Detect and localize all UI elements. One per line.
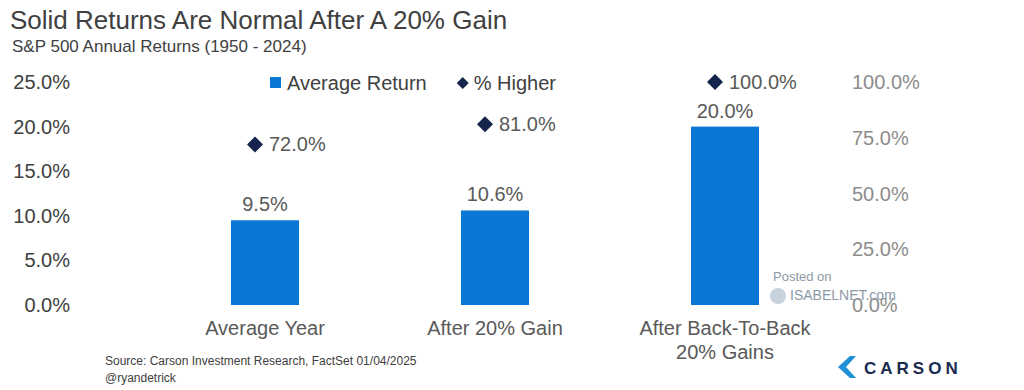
data-label: 100.0%	[729, 71, 797, 93]
y-tick-label: 25.0%	[13, 71, 70, 93]
watermark-icon	[770, 288, 786, 304]
y2-tick-label: 75.0%	[852, 127, 909, 149]
logo-text: CARSON	[864, 359, 962, 378]
y-tick-label: 10.0%	[13, 205, 70, 227]
bar	[231, 220, 299, 305]
data-label: 20.0%	[697, 100, 754, 122]
y-tick-label: 20.0%	[13, 116, 70, 138]
data-label: 72.0%	[269, 133, 326, 155]
watermark: Posted on ISABELNET.com	[770, 269, 896, 304]
source: Source: Carson Investment Research, Fact…	[105, 354, 417, 368]
chart: Solid Returns Are Normal After A 20% Gai…	[0, 0, 1024, 390]
legend-swatch	[457, 77, 469, 89]
y2-tick-label: 100.0%	[852, 71, 920, 93]
category-label: After Back-To-Back20% Gains	[639, 317, 811, 363]
legend-item: % Higher	[457, 72, 557, 94]
data-labels: 9.5% 10.6% 20.0% 72.0% 81.0% 100.0%	[242, 71, 797, 215]
y-tick-label: 15.0%	[13, 160, 70, 182]
y2-tick-label: 25.0%	[852, 238, 909, 260]
y-tick-label: 5.0%	[24, 249, 70, 271]
legend-label: % Higher	[474, 72, 557, 94]
legend-item: Average Return	[270, 72, 427, 94]
category-label: Average Year	[205, 317, 325, 339]
watermark-text: Posted on	[773, 269, 832, 284]
diamond-marker	[477, 116, 493, 132]
bar	[461, 210, 529, 305]
credit: @ryandetrick	[105, 371, 177, 385]
data-label: 9.5%	[242, 193, 288, 215]
legend-label: Average Return	[287, 72, 427, 94]
legend-swatch	[270, 77, 281, 88]
watermark-text: ISABELNET.com	[790, 287, 896, 303]
y-tick-label: 0.0%	[24, 294, 70, 316]
diamond-marker	[707, 74, 723, 90]
logo: CARSON	[838, 356, 962, 378]
title: Solid Returns Are Normal After A 20% Gai…	[10, 5, 507, 35]
subtitle: S&P 500 Annual Returns (1950 - 2024)	[12, 37, 307, 56]
plot-area	[231, 74, 759, 305]
diamond-marker	[247, 136, 263, 152]
data-label: 81.0%	[499, 113, 556, 135]
logo-mark	[838, 356, 856, 378]
bar	[691, 127, 759, 305]
data-label: 10.6%	[467, 183, 524, 205]
category-label: After 20% Gain	[427, 317, 563, 339]
y2-tick-label: 50.0%	[852, 183, 909, 205]
